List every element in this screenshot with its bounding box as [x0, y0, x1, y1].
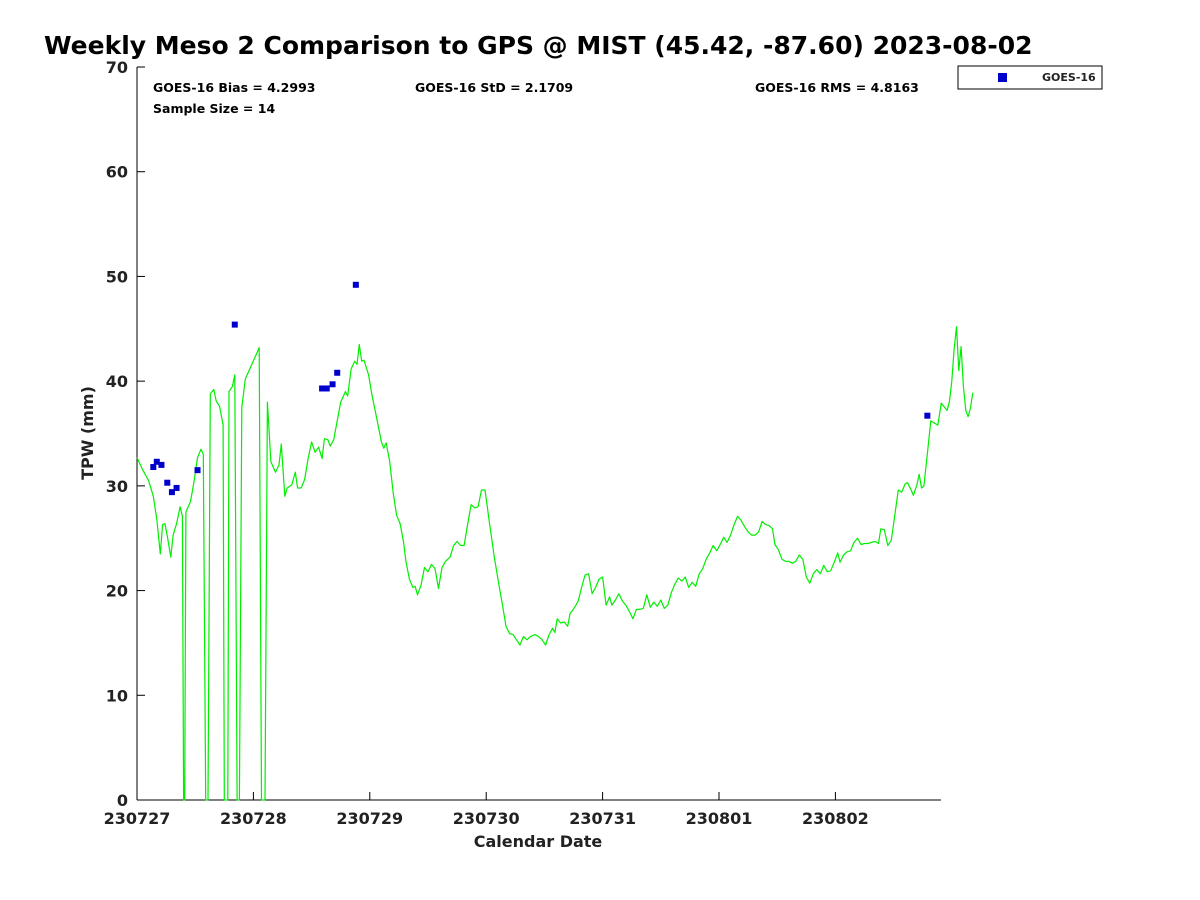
- y-tick-label: 20: [106, 582, 128, 601]
- legend-box: [957, 65, 1103, 90]
- goes16-point: [231, 321, 238, 328]
- legend: GOES-16: [957, 65, 1103, 90]
- x-tick-label: 230727: [104, 809, 171, 828]
- goes16-point: [352, 281, 359, 288]
- goes16-point: [329, 381, 336, 388]
- goes16-point: [153, 458, 160, 465]
- goes16-point: [319, 385, 326, 392]
- x-tick-label: 230802: [802, 809, 869, 828]
- goes16-point: [158, 461, 165, 468]
- stat-bias: GOES-16 Bias = 4.2993: [153, 80, 315, 95]
- y-axis: 0 10 20 30 40 50 60 70: [106, 58, 145, 810]
- x-tick-label: 230801: [686, 809, 753, 828]
- stat-std: GOES-16 StD = 2.1709: [415, 80, 573, 95]
- x-tick-label: 230730: [453, 809, 520, 828]
- goes16-point: [924, 412, 931, 419]
- goes16-point: [164, 479, 171, 486]
- goes16-point: [150, 464, 157, 471]
- x-tick-label: 230731: [569, 809, 636, 828]
- y-tick-label: 40: [106, 372, 128, 391]
- x-tick-label: 230728: [220, 809, 287, 828]
- y-tick-label: 60: [106, 163, 128, 182]
- y-tick-label: 10: [106, 686, 128, 705]
- goes16-point: [173, 484, 180, 491]
- y-tick-label: 70: [106, 58, 128, 77]
- y-tick-label: 30: [106, 477, 128, 496]
- x-tick-label: 230729: [336, 809, 403, 828]
- gps-tpw-line: [136, 326, 974, 801]
- x-axis-label: Calendar Date: [474, 832, 603, 851]
- plot-area: [136, 67, 941, 801]
- legend-marker-goes16: [998, 73, 1007, 82]
- legend-label-goes16: GOES-16: [1042, 71, 1096, 84]
- goes16-point: [334, 369, 341, 376]
- goes16-point: [168, 489, 175, 496]
- y-axis-label: TPW (mm): [78, 386, 97, 480]
- goes16-point: [194, 467, 201, 474]
- goes16-point: [323, 385, 330, 392]
- y-tick-label: 50: [106, 267, 128, 286]
- stat-rms: GOES-16 RMS = 4.8163: [755, 80, 919, 95]
- y-tick-label: 0: [117, 791, 128, 810]
- series-layer: [136, 281, 974, 801]
- stat-sample-size: Sample Size = 14: [153, 101, 275, 116]
- x-axis: 230727 230728 230729 230730 230731 230801 2308…: [104, 792, 869, 828]
- chart-title: Weekly Meso 2 Comparison to GPS @ MIST (…: [44, 31, 1033, 60]
